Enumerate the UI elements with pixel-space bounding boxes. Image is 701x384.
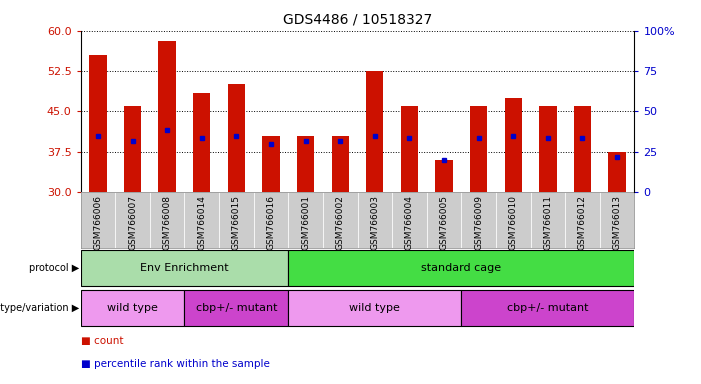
Bar (254, 192, 288, 248)
Text: genotype/variation ▶: genotype/variation ▶ (0, 303, 79, 313)
Text: GSM766007: GSM766007 (128, 195, 137, 250)
Bar (158, 41, 176, 192)
Text: ■ count: ■ count (81, 336, 123, 346)
Bar (219, 192, 254, 248)
Bar (461, 192, 496, 248)
Text: cbp+/- mutant: cbp+/- mutant (196, 303, 277, 313)
Text: GSM766003: GSM766003 (370, 195, 379, 250)
Title: GDS4486 / 10518327: GDS4486 / 10518327 (283, 13, 432, 27)
Bar (262, 136, 280, 192)
Bar (124, 106, 141, 192)
Bar (288, 192, 323, 248)
Text: GSM766010: GSM766010 (509, 195, 518, 250)
Bar (193, 93, 210, 192)
Bar (184, 290, 288, 326)
Bar (539, 106, 557, 192)
Text: standard cage: standard cage (421, 263, 501, 273)
Text: GSM766009: GSM766009 (474, 195, 483, 250)
Text: GSM766011: GSM766011 (543, 195, 552, 250)
Text: GSM766015: GSM766015 (232, 195, 241, 250)
Bar (323, 192, 358, 248)
Bar (89, 55, 107, 192)
Text: GSM766013: GSM766013 (613, 195, 622, 250)
Text: protocol ▶: protocol ▶ (29, 263, 79, 273)
Text: GSM766002: GSM766002 (336, 195, 345, 250)
Text: GSM766004: GSM766004 (405, 195, 414, 250)
Bar (401, 106, 418, 192)
Bar (574, 106, 591, 192)
Bar (184, 192, 219, 248)
Bar (600, 192, 634, 248)
Bar (228, 84, 245, 192)
Bar (505, 98, 522, 192)
Text: cbp+/- mutant: cbp+/- mutant (507, 303, 589, 313)
Bar (392, 192, 427, 248)
Bar (297, 136, 314, 192)
Text: GSM766005: GSM766005 (440, 195, 449, 250)
Bar (427, 192, 461, 248)
Text: GSM766006: GSM766006 (93, 195, 102, 250)
Bar (435, 160, 453, 192)
Bar (81, 250, 288, 286)
Bar (366, 71, 383, 192)
Text: GSM766008: GSM766008 (163, 195, 172, 250)
Text: ■ percentile rank within the sample: ■ percentile rank within the sample (81, 359, 269, 369)
Bar (531, 192, 565, 248)
Bar (470, 106, 487, 192)
Text: wild type: wild type (349, 303, 400, 313)
Text: wild type: wild type (107, 303, 158, 313)
Bar (608, 152, 626, 192)
Bar (496, 192, 531, 248)
Text: GSM766014: GSM766014 (197, 195, 206, 250)
Bar (461, 290, 634, 326)
Text: GSM766001: GSM766001 (301, 195, 310, 250)
Text: Env Enrichment: Env Enrichment (140, 263, 229, 273)
Bar (115, 192, 150, 248)
Bar (288, 290, 461, 326)
Text: GSM766012: GSM766012 (578, 195, 587, 250)
Bar (288, 250, 634, 286)
Bar (81, 290, 184, 326)
Bar (565, 192, 600, 248)
Bar (150, 192, 184, 248)
Text: GSM766016: GSM766016 (266, 195, 275, 250)
Bar (81, 192, 115, 248)
Bar (332, 136, 349, 192)
Bar (358, 192, 392, 248)
